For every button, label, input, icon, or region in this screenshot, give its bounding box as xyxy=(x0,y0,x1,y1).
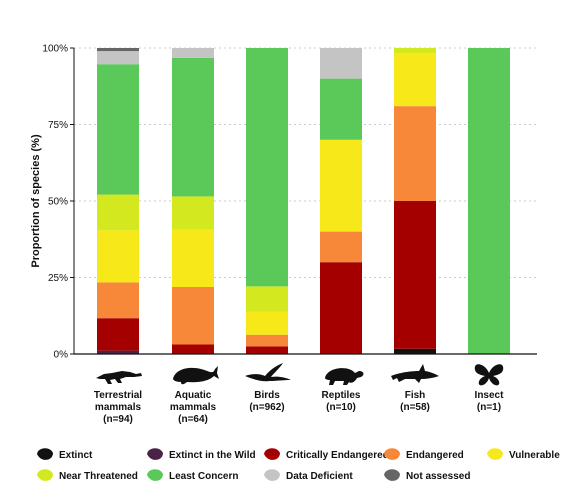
y-axis-label: Proportion of species (%) xyxy=(30,134,42,268)
bar-segment xyxy=(246,311,288,335)
legend-item: Extinct in the Wild xyxy=(147,448,256,461)
legend-swatch xyxy=(37,448,53,460)
y-tick-label: 25% xyxy=(48,273,68,284)
turtle-icon xyxy=(325,368,364,385)
legend-label: Least Concern xyxy=(169,471,238,482)
legend-swatch xyxy=(384,448,400,460)
bar-segment xyxy=(97,64,139,195)
bar-segment xyxy=(320,78,362,140)
legend-swatch xyxy=(384,469,400,481)
legend-swatch xyxy=(37,469,53,481)
bar-segment xyxy=(97,230,139,283)
category-label: Birds (n=962) xyxy=(249,390,284,413)
y-tick-label: 75% xyxy=(48,120,68,131)
legend-item: Critically Endangered xyxy=(264,448,389,461)
bar-segment xyxy=(97,51,139,65)
legend-item: Endangered xyxy=(384,448,464,461)
bar-segment xyxy=(97,194,139,231)
category-label: Terrestrial mammals (n=94) xyxy=(94,390,142,425)
crocodile-icon xyxy=(96,371,142,384)
bar-segment xyxy=(172,344,214,354)
legend-swatch xyxy=(264,448,280,460)
bar-segment xyxy=(320,48,362,79)
legend-label: Not assessed xyxy=(406,471,470,482)
y-tick-label: 50% xyxy=(48,197,68,208)
legend-item: Least Concern xyxy=(147,469,238,482)
legend-swatch xyxy=(147,448,163,460)
legend-label: Critically Endangered xyxy=(286,450,389,461)
bar-segment xyxy=(320,262,362,354)
legend-item: Extinct xyxy=(37,448,93,461)
legend-swatch xyxy=(264,469,280,481)
legend-label: Extinct xyxy=(59,450,93,461)
shark-icon xyxy=(391,364,439,383)
legend-item: Near Threatened xyxy=(37,469,138,482)
bar-segment xyxy=(394,48,436,54)
butterfly-icon xyxy=(474,364,504,386)
category-label: Fish (n=58) xyxy=(400,390,430,413)
whale-icon xyxy=(173,366,219,385)
bar-segment xyxy=(97,48,139,52)
legend-label: Extinct in the Wild xyxy=(169,450,256,461)
bar-segment xyxy=(246,334,288,347)
bar-segment xyxy=(246,48,288,287)
legend-label: Near Threatened xyxy=(59,471,138,482)
legend-item: Vulnerable xyxy=(487,448,560,461)
y-tick-label: 100% xyxy=(42,44,68,55)
category-label: Aquatic mammals (n=64) xyxy=(170,390,217,425)
bar-segment xyxy=(97,350,139,354)
category-label: Insect (n=1) xyxy=(475,390,505,413)
legend-item: Data Deficient xyxy=(264,469,353,482)
bar-segment xyxy=(394,348,436,354)
bar-segment xyxy=(246,346,288,354)
bar-segment xyxy=(468,48,510,354)
legend-swatch xyxy=(147,469,163,481)
y-tick-label: 0% xyxy=(54,350,69,361)
bar-segment xyxy=(97,318,139,351)
bar-segment xyxy=(172,229,214,287)
bar-segment xyxy=(172,196,214,230)
bar-segment xyxy=(394,53,436,107)
bar-segment xyxy=(172,57,214,197)
bar-segment xyxy=(172,286,214,345)
bar-segment xyxy=(97,282,139,319)
bar-segment xyxy=(394,106,436,201)
bar-segment xyxy=(320,231,362,263)
legend-item: Not assessed xyxy=(384,469,470,482)
category-label: Reptiles (n=10) xyxy=(322,390,361,413)
legend-label: Endangered xyxy=(406,450,464,461)
bar-segment xyxy=(394,201,436,349)
legend-label: Vulnerable xyxy=(509,450,560,461)
legend-label: Data Deficient xyxy=(286,471,353,482)
bar-segment xyxy=(246,286,288,312)
legend-swatch xyxy=(487,448,503,460)
bar-segment xyxy=(320,139,362,232)
bird-icon xyxy=(245,363,291,382)
bar-segment xyxy=(172,48,214,58)
